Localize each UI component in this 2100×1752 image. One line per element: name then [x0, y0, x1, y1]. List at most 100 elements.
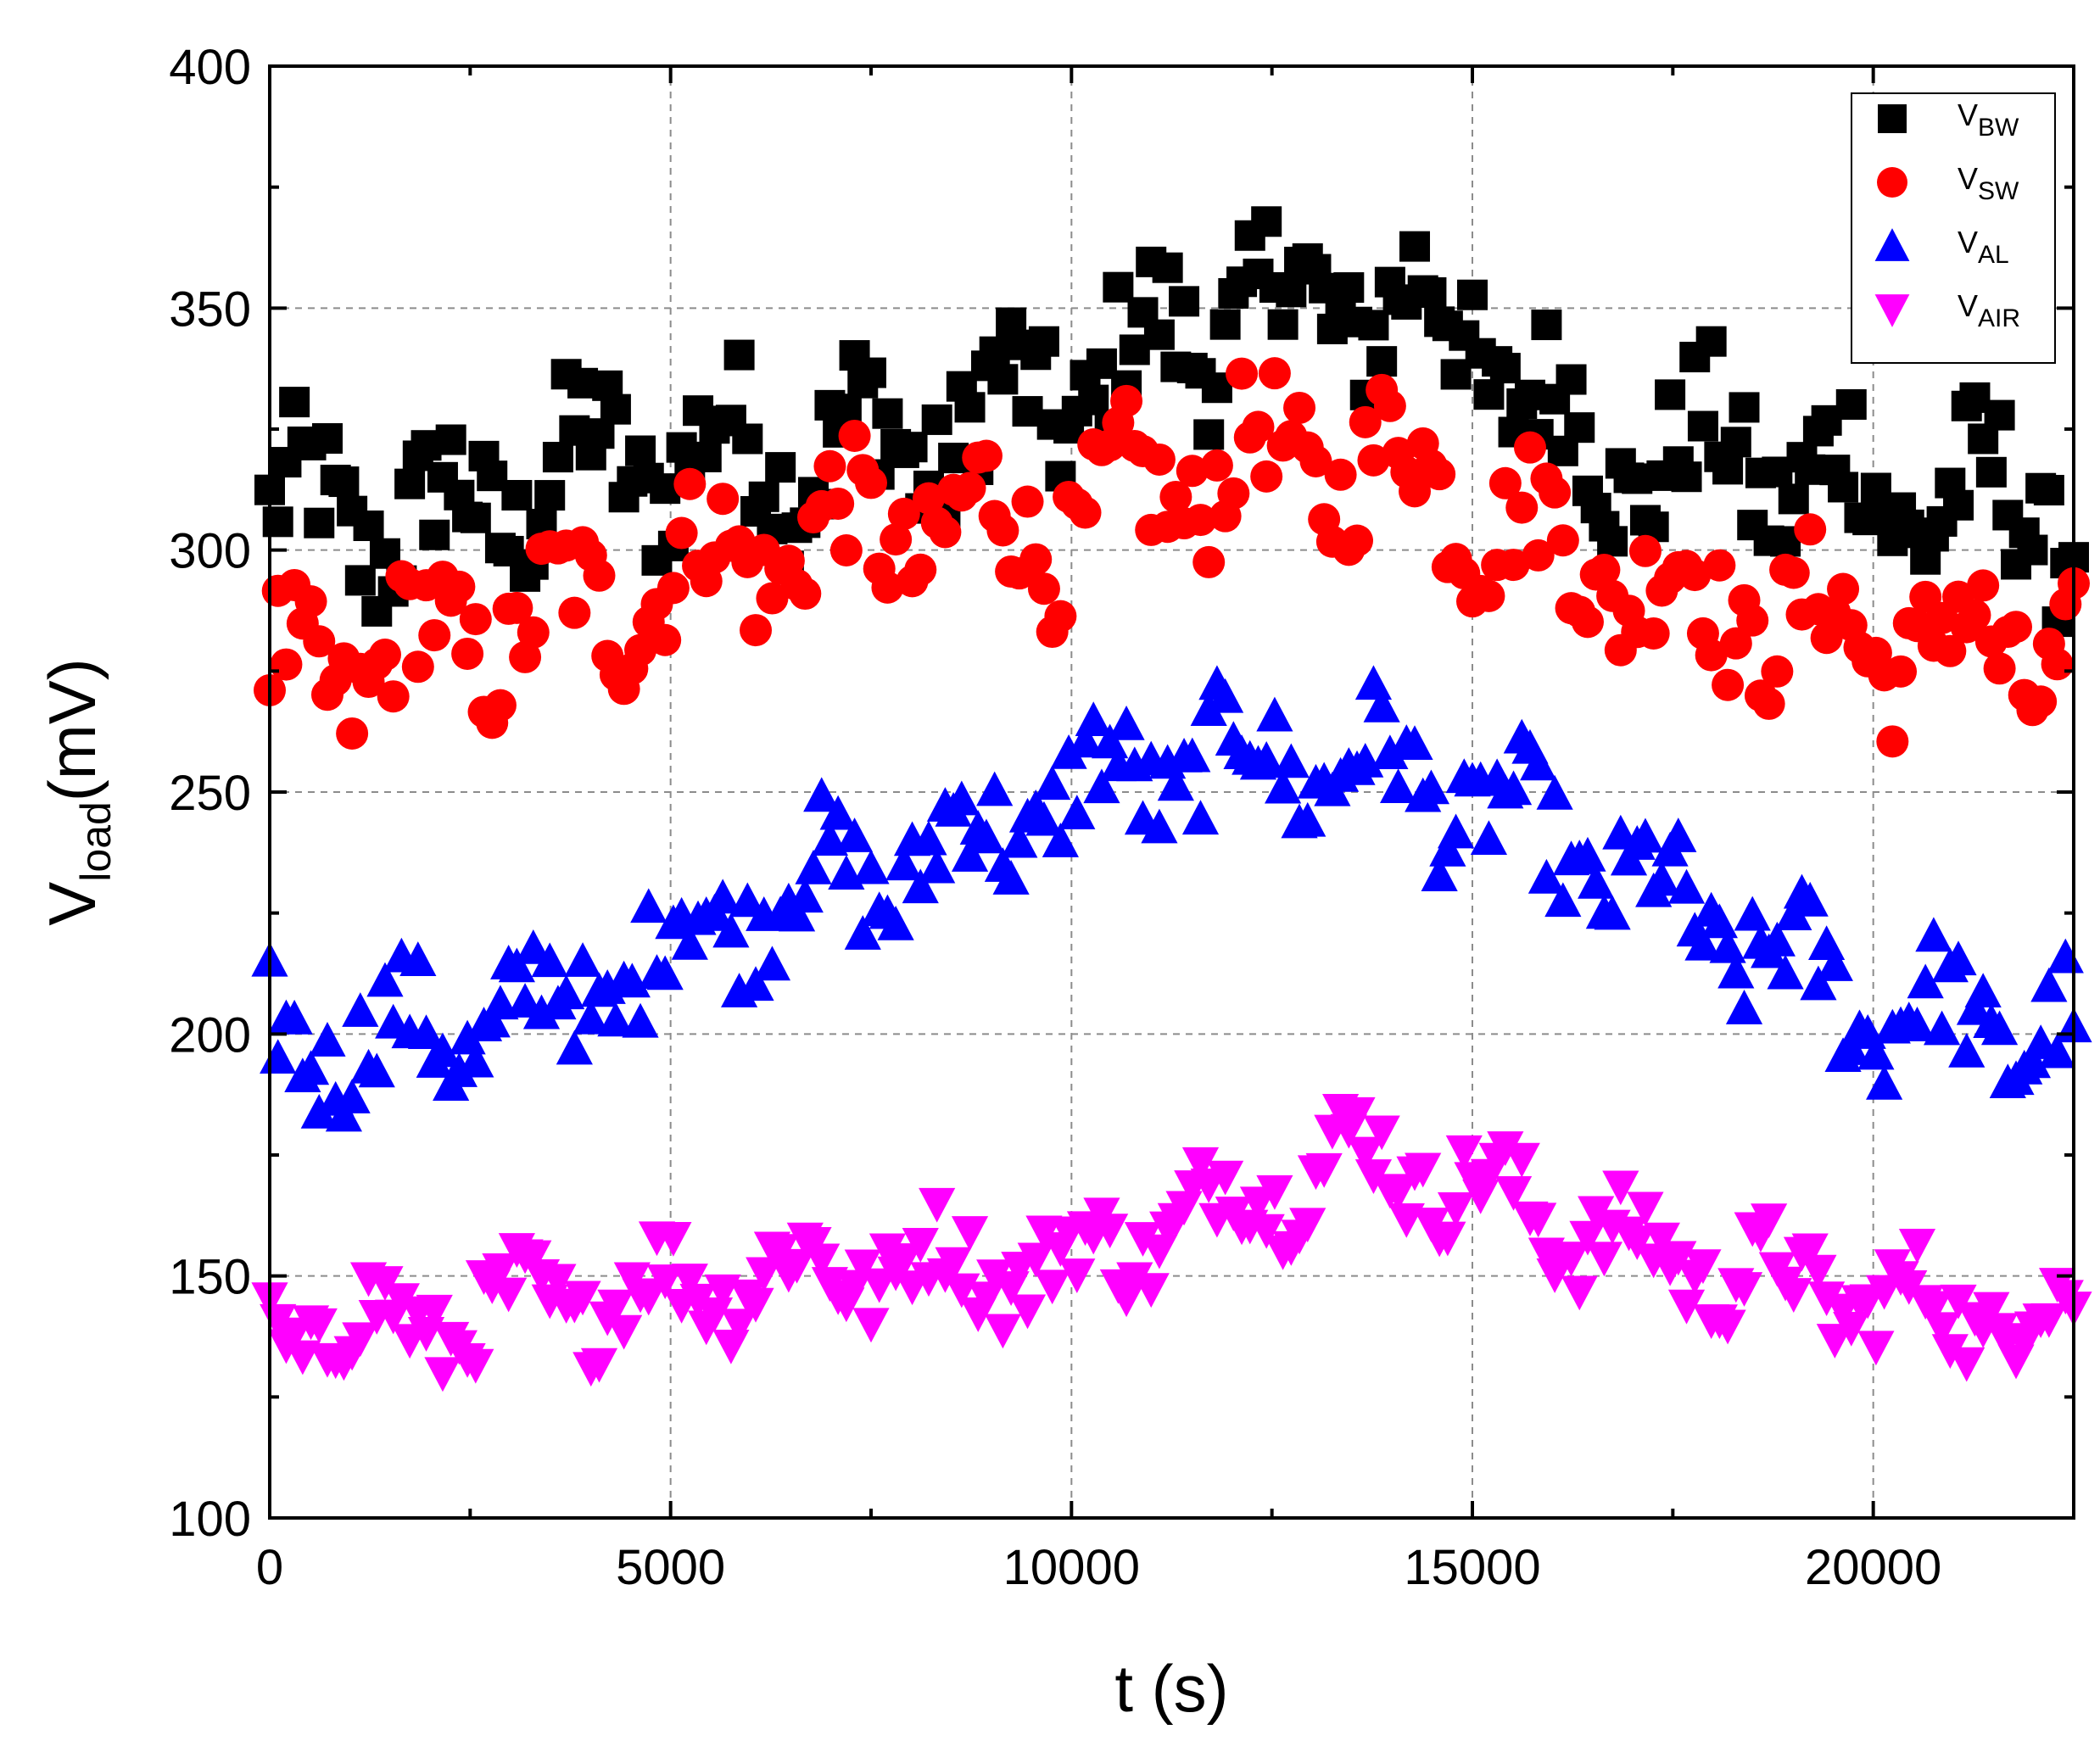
data-point [1520, 1202, 1557, 1238]
data-point [1001, 823, 1038, 858]
data-point [1602, 1170, 1639, 1206]
data-point [885, 845, 923, 881]
data-point [1142, 443, 1176, 476]
data-point [1552, 1241, 1590, 1277]
legend-label-sub: AIR [1978, 304, 2020, 332]
data-point [2041, 648, 2074, 681]
data-point [1531, 310, 1562, 341]
data-point [1399, 475, 1432, 508]
x-tick-label: 10000 [1003, 1540, 1140, 1595]
legend-label-sub: SW [1978, 177, 2019, 205]
data-point [1778, 483, 1809, 515]
data-point [1058, 1258, 1096, 1293]
data-point [1207, 678, 1244, 713]
data-point [1396, 725, 1433, 761]
data-point [772, 544, 805, 577]
data-point [748, 481, 779, 512]
data-point [279, 387, 310, 418]
data-point [1857, 1331, 1895, 1366]
data-point [1655, 379, 1686, 410]
data-point [943, 780, 980, 816]
data-point [1200, 449, 1233, 482]
y-tick-label: 200 [169, 1007, 251, 1063]
data-point [300, 1308, 338, 1343]
data-point [1011, 485, 1044, 518]
data-point [690, 441, 722, 472]
data-point [1667, 1289, 1706, 1325]
data-point [1520, 745, 1557, 781]
data-point [451, 637, 484, 670]
data-point [1209, 309, 1241, 340]
data-point [649, 623, 682, 656]
data-point [515, 1240, 552, 1275]
data-point [407, 1014, 445, 1050]
data-point [270, 648, 303, 681]
data-point [855, 466, 887, 499]
data-point [1429, 1221, 1466, 1257]
data-point [1833, 1312, 1870, 1347]
series-v-air [251, 1093, 2092, 1392]
data-point [951, 1216, 989, 1251]
data-point [671, 925, 708, 960]
data-point [2017, 534, 2048, 566]
legend-label-sub: AL [1978, 241, 2009, 269]
data-point [1250, 460, 1283, 493]
data-point [1470, 820, 1508, 856]
data-point [887, 497, 920, 530]
data-point [1333, 272, 1365, 304]
data-point [440, 1052, 478, 1087]
data-point [600, 393, 631, 425]
data-point [1192, 545, 1226, 578]
legend-label-base: V [1958, 161, 1978, 196]
data-point [416, 1294, 453, 1330]
data-point [1712, 668, 1745, 701]
data-point [929, 516, 962, 549]
data-point [1078, 384, 1109, 416]
data-point [910, 820, 947, 856]
data-point [522, 994, 561, 1029]
data-point [613, 962, 651, 998]
data-point [344, 565, 376, 596]
data-point [1416, 276, 1447, 308]
data-point [1791, 881, 1829, 917]
y-axis-title-suffix: (mV) [35, 658, 109, 801]
data-point [1489, 353, 1521, 384]
data-point [1347, 1136, 1384, 1172]
x-axis-title: t (s) [1114, 1651, 1228, 1726]
data-point [1561, 1275, 1598, 1311]
data-point [1017, 1242, 1054, 1278]
data-point [976, 771, 1014, 806]
data-point [1152, 252, 1183, 283]
data-point [1174, 737, 1211, 773]
data-point [401, 650, 434, 684]
data-point [803, 1243, 841, 1279]
data-point [852, 1308, 890, 1343]
legend-label: VBW [1958, 98, 2019, 142]
data-point [1791, 1233, 1829, 1269]
data-point [1075, 701, 1112, 737]
data-point [509, 640, 542, 673]
data-point [1305, 1152, 1343, 1188]
data-point [1539, 476, 1572, 509]
data-point [729, 882, 766, 918]
data-point [1712, 454, 1744, 485]
data-point [1363, 1115, 1400, 1151]
data-point [852, 849, 890, 884]
data-point [1473, 379, 1505, 410]
data-point [1497, 549, 1530, 582]
legend-label-sub: BW [1978, 114, 2019, 142]
data-point [457, 1042, 494, 1078]
data-point [276, 1317, 313, 1353]
data-point [1984, 399, 2015, 431]
data-point [1544, 882, 1582, 918]
data-point [1618, 1225, 1656, 1260]
data-point [819, 795, 857, 830]
data-point [1684, 925, 1722, 961]
data-point [1569, 1220, 1606, 1256]
data-point [902, 1228, 939, 1263]
data-point [1983, 652, 2016, 685]
data-point [1794, 513, 1827, 546]
legend-label-base: V [1958, 225, 1978, 259]
data-point [789, 577, 822, 611]
legend-marker [1874, 228, 1910, 261]
